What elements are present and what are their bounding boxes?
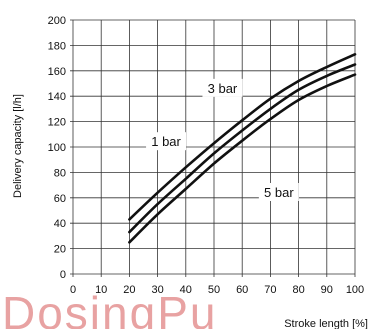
x-tick-label: 30: [151, 284, 163, 296]
annotations: 1 bar 3 bar 5 bar: [146, 78, 299, 201]
series-line-1-bar: [128, 53, 357, 221]
annotation-background: [146, 132, 187, 151]
y-tick-label: 120: [48, 117, 66, 129]
y-tick-label: 20: [54, 244, 66, 256]
watermark: DosingPu: [2, 287, 217, 329]
series-line-5-bar: [128, 73, 357, 244]
y-tick-label: 160: [48, 66, 66, 78]
y-tick-label: 80: [54, 167, 66, 179]
x-tick-label: 60: [236, 284, 248, 296]
y-tick-label: 140: [48, 91, 66, 103]
x-tick-label: 90: [321, 284, 333, 296]
x-tick-label: 20: [123, 284, 135, 296]
series-annotation: 3 bar: [208, 81, 238, 96]
y-tick-label: 180: [48, 40, 66, 52]
y-axis-label: Delivery capacity [l/h]: [12, 94, 24, 198]
x-tick-label: 80: [292, 284, 304, 296]
annotation-background: [202, 78, 243, 97]
series-line-3-bar: [128, 63, 357, 234]
grid: [70, 19, 356, 277]
y-axis-ticks: 0 20 40 60 80 100 120 140 160 180 200: [48, 15, 66, 281]
x-tick-label: 40: [180, 284, 192, 296]
y-tick-label: 100: [48, 142, 66, 154]
x-axis-ticks: 0 10 20 30 40 50 60 70 80 90 100: [70, 284, 364, 296]
x-tick-label: 50: [208, 284, 220, 296]
annotation-background: [258, 182, 299, 201]
x-axis-label: Stroke length [%]: [284, 318, 368, 329]
x-tick-label: 70: [264, 284, 276, 296]
series-annotation: 1 bar: [151, 134, 181, 149]
y-tick-label: 200: [48, 15, 66, 27]
y-tick-label: 40: [54, 218, 66, 230]
y-tick-label: 0: [60, 269, 66, 281]
series-annotation: 5 bar: [264, 185, 294, 200]
x-tick-label: 10: [95, 284, 107, 296]
x-tick-label: 0: [70, 284, 76, 296]
y-tick-label: 60: [54, 193, 66, 205]
x-tick-label: 100: [346, 284, 364, 296]
curves: [128, 53, 357, 244]
